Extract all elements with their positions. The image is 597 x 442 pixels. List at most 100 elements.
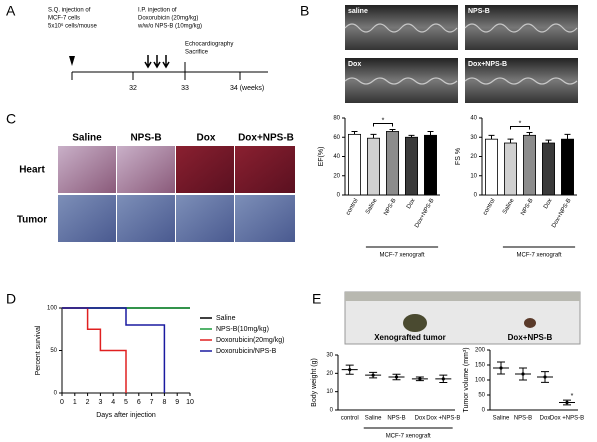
echo-label: Dox xyxy=(348,61,361,68)
x-tick-label: 8 xyxy=(162,399,166,406)
x-tick-label: Dox xyxy=(415,416,426,422)
y-tick-label: 50 xyxy=(478,393,485,399)
legend-label: Saline xyxy=(216,315,236,322)
timeline-text: Echocardiography xyxy=(185,42,233,48)
x-tick-label: 4 xyxy=(111,399,115,406)
annotation: * xyxy=(571,393,574,400)
y-tick-label: 30 xyxy=(470,135,477,141)
bar xyxy=(405,136,418,196)
echo-label: Dox+NPS-B xyxy=(468,61,507,68)
y-tick-label: 20 xyxy=(333,173,340,179)
legend-label: NPS-B(10mg/kg) xyxy=(216,326,269,333)
y-axis-label: FS % xyxy=(455,148,462,165)
histology-image xyxy=(117,195,175,242)
ruler xyxy=(345,292,580,301)
error-bar xyxy=(427,130,434,136)
tumor-photo: Xenografted tumor Dox+NPS-B xyxy=(344,291,581,345)
timeline-text: Sacrifice xyxy=(185,50,209,56)
y-axis-label: Body weight (g) xyxy=(311,358,318,407)
bar xyxy=(386,131,399,196)
y-tick-label: 10 xyxy=(470,173,477,179)
bar xyxy=(424,134,437,196)
x-tick-label: 3 xyxy=(98,399,102,406)
x-tick-label: NPS-B xyxy=(387,416,405,422)
bar xyxy=(485,138,498,196)
y-tick-label: 40 xyxy=(470,116,477,122)
tumor xyxy=(403,314,427,332)
y-tick-label: 0 xyxy=(474,193,478,199)
photo-label: Xenografted tumor xyxy=(374,333,446,342)
point xyxy=(371,373,375,377)
y-tick-label: 150 xyxy=(475,363,486,369)
point xyxy=(521,372,525,376)
error-bar xyxy=(351,130,358,135)
error-bar xyxy=(370,133,377,139)
significance-bracket xyxy=(373,123,393,127)
bar xyxy=(504,142,517,196)
histology-image xyxy=(58,195,116,242)
bar xyxy=(367,137,380,196)
x-tick-label: NPS-B xyxy=(514,416,532,422)
error-bar xyxy=(389,129,396,132)
histology-image xyxy=(235,146,295,193)
y-tick-label: 20 xyxy=(326,371,333,377)
error-bar xyxy=(408,134,415,138)
y-tick-label: 0 xyxy=(330,408,334,414)
photo-label: Dox+NPS-B xyxy=(508,333,553,342)
histology-image xyxy=(176,146,234,193)
y-tick-label: 100 xyxy=(475,378,486,384)
y-tick-label: 80 xyxy=(333,116,340,122)
error-bar xyxy=(507,138,514,144)
x-tick-label: 5 xyxy=(124,399,128,406)
column-header: NPS-B xyxy=(130,133,161,144)
x-tick-label: 6 xyxy=(137,399,141,406)
point xyxy=(441,377,445,381)
error-bar xyxy=(564,133,571,140)
x-tick-label: Dox+NPS-B xyxy=(414,198,435,229)
column-header: Saline xyxy=(72,133,102,144)
x-tick-label: Saline xyxy=(365,197,379,215)
group-label: MCF-7 xenograft xyxy=(386,434,431,440)
column-header: Dox+NPS-B xyxy=(238,133,294,144)
point xyxy=(394,375,399,379)
point xyxy=(543,375,547,379)
legend-label: Doxorubicin(20mg/kg) xyxy=(216,337,284,344)
survival-line xyxy=(62,307,127,393)
timeline-label: 34 (weeks) xyxy=(230,85,264,92)
legend-label: Doxorubicin/NPS-B xyxy=(216,348,277,355)
echo-trace xyxy=(344,23,578,85)
y-tick-label: 0 xyxy=(54,391,58,397)
point xyxy=(565,400,569,405)
x-tick-label: Dox xyxy=(406,198,417,210)
histology-image xyxy=(58,146,116,193)
histology: Saline NPS-B Dox Dox+NPS-B Heart Tumor xyxy=(17,133,295,242)
row-header: Heart xyxy=(19,165,45,176)
x-tick-label: 10 xyxy=(186,399,194,406)
annotation: * xyxy=(382,117,385,124)
x-tick-label: Dox +NPS-B xyxy=(550,416,584,422)
significance-bracket xyxy=(510,125,530,130)
y-tick-label: 50 xyxy=(50,348,57,354)
x-tick-label: Dox +NPS-B xyxy=(426,416,460,422)
x-tick-label: 7 xyxy=(150,399,154,406)
x-tick-label: Saline xyxy=(502,197,516,215)
x-tick-label: Dox+NPS-B xyxy=(551,198,572,229)
bar xyxy=(348,133,361,196)
y-tick-label: 30 xyxy=(326,353,333,359)
row-header: Tumor xyxy=(17,215,47,226)
error-bar xyxy=(545,139,552,144)
y-tick-label: 40 xyxy=(333,154,340,160)
y-tick-label: 60 xyxy=(333,135,340,141)
panel-label: A xyxy=(6,3,16,19)
timeline-text: 5x10⁶ cells/mouse xyxy=(48,23,97,30)
histology-image xyxy=(117,146,175,193)
y-axis-label: Percent survival xyxy=(35,325,42,375)
bar xyxy=(561,138,574,196)
x-tick-label: NPS-B xyxy=(520,198,534,217)
panel-label: D xyxy=(6,291,16,307)
x-tick-label: NPS-B xyxy=(383,198,397,217)
panel-label: C xyxy=(6,111,16,127)
x-tick-label: 2 xyxy=(86,399,90,406)
x-tick-label: control xyxy=(482,198,496,217)
